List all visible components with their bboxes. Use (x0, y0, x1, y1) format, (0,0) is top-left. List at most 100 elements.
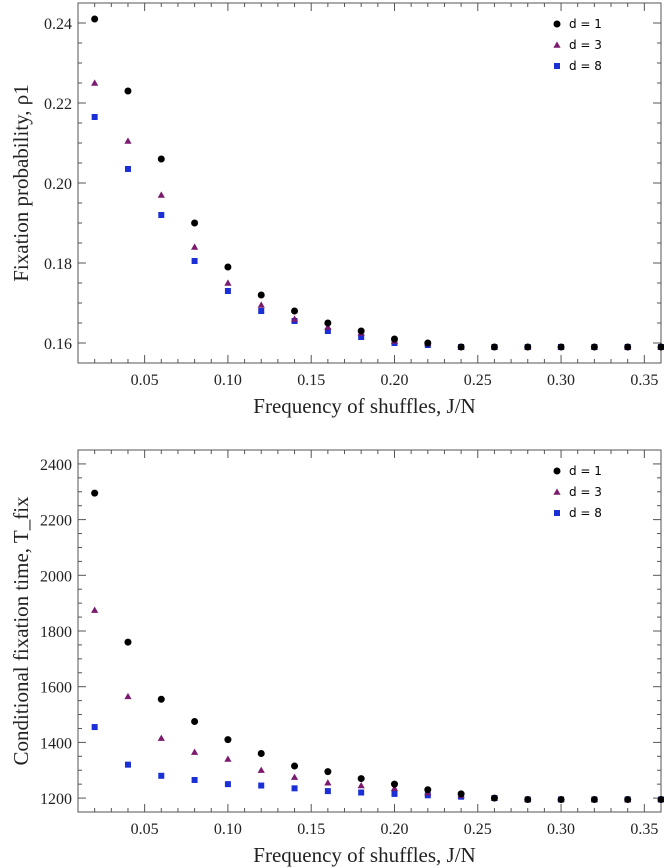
y-tick-label: 2200 (40, 513, 72, 530)
x-tick-label: 0.35 (630, 821, 658, 838)
y-tick-label: 0.22 (44, 96, 72, 113)
data-point (324, 328, 331, 334)
series-d-8 (91, 724, 664, 803)
legend-marker (553, 20, 561, 28)
data-point (124, 87, 132, 95)
data-point (191, 243, 199, 250)
data-point (257, 291, 265, 299)
panel-fixation-probability: 0.05 0.10 0.15 0.20 0.25 0.30 0.35 0.16 0.18 0.20… (9, 2, 664, 418)
data-point (457, 343, 465, 351)
data-point (91, 79, 99, 86)
x-tick-label: 0.25 (464, 821, 492, 838)
y-tick-label: 2000 (40, 568, 72, 585)
data-point (324, 768, 332, 776)
data-point (124, 761, 131, 768)
y-tick-label: 1600 (40, 680, 72, 697)
data-point (91, 606, 99, 613)
series-d-1 (91, 489, 664, 803)
data-point (257, 750, 265, 758)
data-point (291, 307, 299, 315)
x-tick-label: 0.10 (214, 372, 242, 389)
data-point (191, 718, 199, 725)
legend-entry: d = 1 (569, 17, 602, 31)
legend-entry: d = 8 (569, 59, 602, 73)
data-point (624, 795, 632, 803)
data-point (258, 308, 265, 314)
series-d-1 (91, 15, 664, 351)
data-point (124, 137, 132, 144)
y-tick-label: 0.24 (44, 16, 72, 33)
data-point (124, 166, 131, 172)
data-point (590, 343, 598, 351)
data-point (158, 212, 165, 218)
legend-marker (554, 63, 560, 69)
legend-entry: d = 3 (569, 38, 602, 52)
data-point (191, 219, 199, 227)
y-axis-label: Conditional fixation time, T_fix (9, 496, 33, 766)
data-point (624, 343, 632, 351)
data-point (324, 319, 332, 327)
data-point (91, 489, 99, 497)
x-axis-label: Frequency of shuffles, J/N (253, 843, 475, 867)
data-point (157, 695, 165, 703)
data-point (357, 781, 365, 789)
x-tick-label: 0.15 (297, 821, 325, 838)
data-point (424, 786, 432, 794)
data-point (590, 795, 598, 803)
data-point (358, 789, 365, 796)
legend: d = 1 d = 3 d = 8 (553, 17, 602, 73)
data-point (224, 263, 232, 271)
data-point (91, 724, 98, 731)
data-point (91, 114, 98, 120)
y-axis-label: Fixation probability, ρ1 (9, 84, 33, 282)
data-point (224, 781, 231, 788)
data-point (191, 776, 198, 783)
data-point (357, 327, 365, 335)
data-point (390, 780, 398, 788)
data-point (157, 734, 165, 741)
plot-frame (77, 2, 662, 364)
data-point (424, 792, 431, 799)
legend-marker (553, 41, 561, 48)
data-point (224, 755, 232, 762)
data-point (91, 15, 99, 23)
x-tick-label: 0.25 (464, 372, 492, 389)
x-tick-label: 0.35 (630, 372, 658, 389)
series-d-8 (91, 114, 664, 350)
legend-entry: d = 8 (569, 506, 602, 520)
plot-frame (77, 449, 662, 813)
data-point (390, 784, 399, 792)
data-point (257, 766, 265, 773)
legend-marker (553, 467, 561, 475)
panel-conditional-fixation-time: 0.05 0.10 0.15 0.20 0.25 0.30 0.35 1200 1400 1600… (9, 449, 664, 867)
data-point (157, 191, 165, 198)
y-tick-label: 1800 (40, 624, 72, 641)
x-tick-label: 0.20 (380, 372, 408, 389)
x-tick-label: 0.05 (131, 821, 159, 838)
data-point (224, 279, 232, 286)
data-point (657, 795, 664, 803)
data-point (324, 323, 332, 330)
y-tick-label: 2400 (40, 457, 72, 474)
data-point (490, 794, 498, 802)
legend-entry: d = 1 (569, 464, 602, 478)
data-point (357, 775, 365, 783)
legend: d = 1 d = 3 d = 8 (553, 464, 602, 520)
x-axis-label: Frequency of shuffles, J/N (253, 394, 475, 418)
data-point (224, 288, 231, 294)
data-point (290, 315, 299, 322)
data-point (557, 795, 565, 803)
x-tick-label: 0.10 (214, 821, 242, 838)
data-point (191, 748, 199, 755)
data-point (457, 790, 465, 798)
data-point (291, 762, 299, 770)
data-point (657, 343, 664, 351)
y-tick-label: 1200 (40, 791, 72, 808)
x-tick-label: 0.30 (547, 372, 575, 389)
data-point (391, 790, 398, 797)
series-d-3 (91, 606, 664, 803)
data-point (557, 343, 565, 351)
data-point (524, 343, 532, 351)
x-tick-label: 0.05 (131, 372, 159, 389)
